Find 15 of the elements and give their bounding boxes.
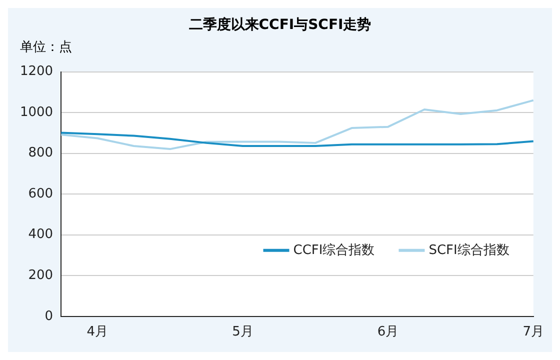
legend-label: CCFI综合指数: [293, 242, 375, 258]
x-tick-label: 6月: [377, 324, 399, 340]
y-tick-label: 0: [44, 308, 54, 324]
y-tick-label: 1200: [20, 64, 54, 80]
chart-subtitle: 单位：点: [19, 39, 73, 56]
legend-label: SCFI综合指数: [428, 242, 510, 258]
x-tick-label: 4月: [86, 324, 108, 340]
x-tick-label: 7月: [522, 324, 544, 340]
x-tick-label: 5月: [232, 324, 254, 340]
y-tick-label: 1000: [20, 104, 54, 120]
chart-title: 二季度以来CCFI与SCFI走势: [188, 16, 372, 35]
y-tick-label: 800: [28, 146, 54, 161]
y-tick-label: 600: [28, 186, 54, 202]
y-tick-label: 400: [28, 227, 54, 242]
y-tick-label: 200: [28, 268, 54, 284]
